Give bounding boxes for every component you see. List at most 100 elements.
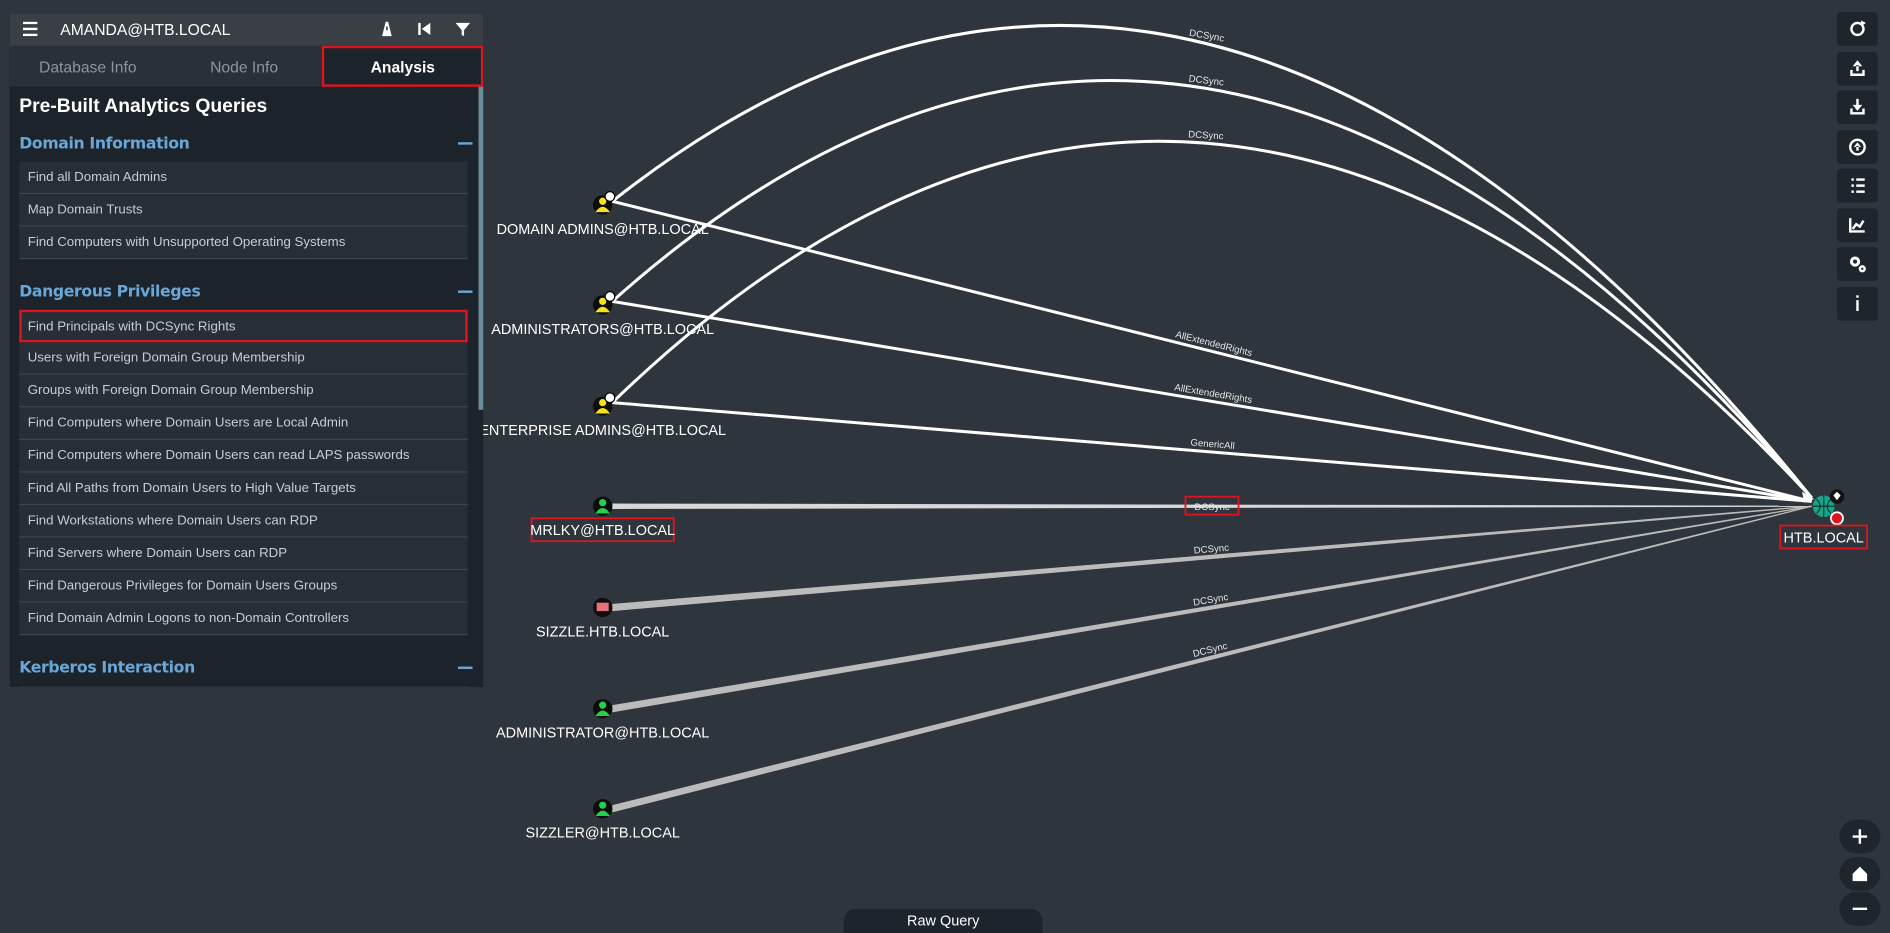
badge xyxy=(604,191,616,202)
tool-button[interactable] xyxy=(1836,168,1878,203)
edge-label: DCSync xyxy=(1194,502,1229,513)
panel-title: Pre-Built Analytics Queries xyxy=(19,96,268,117)
diamond-icon xyxy=(1833,491,1841,501)
query-item[interactable]: Find All Paths from Domain Users to High… xyxy=(19,472,468,506)
edge xyxy=(612,505,1812,813)
tab[interactable]: Node Info xyxy=(210,57,279,76)
edge-label-group: DCSync xyxy=(1188,28,1225,45)
edge xyxy=(612,505,1812,713)
node-label: MRLKY@HTB.LOCAL xyxy=(530,523,675,539)
node-icon xyxy=(599,801,607,809)
tool-icon xyxy=(1850,59,1865,76)
node-label: SIZZLE.HTB.LOCAL xyxy=(536,624,669,640)
highlight-box xyxy=(1184,495,1240,516)
tool-button[interactable] xyxy=(1836,90,1878,125)
node-label: ADMINISTRATOR@HTB.LOCAL xyxy=(496,726,709,742)
edge-label-group: DCSync xyxy=(1188,74,1225,89)
query-item[interactable]: Find Workstations where Domain Users can… xyxy=(19,505,468,538)
tool-icon xyxy=(1856,294,1859,311)
analysis-panel: Pre-Built Analytics Queries Domain Inform… xyxy=(10,87,478,688)
badge xyxy=(604,392,616,404)
tool-button[interactable] xyxy=(1836,12,1878,46)
tool-button[interactable] xyxy=(1836,129,1878,164)
query-item[interactable]: Find Kerberoastable Members of High Valu… xyxy=(19,685,468,688)
query-item[interactable]: Find Computers where Domain Users can re… xyxy=(19,439,468,473)
tool-icon xyxy=(1852,866,1868,882)
node-icon xyxy=(599,297,607,305)
header-icons[interactable] xyxy=(377,20,473,37)
query-item[interactable]: Find all Domain Admins xyxy=(19,161,468,195)
node-icon xyxy=(599,197,607,205)
node-icon xyxy=(595,306,610,313)
tool-button[interactable] xyxy=(1839,891,1881,926)
edge xyxy=(611,23,1813,499)
tool-icon xyxy=(1850,98,1865,115)
edge-label: DCSync xyxy=(1188,28,1225,45)
query-item[interactable]: Find Computers where Domain Users are Lo… xyxy=(19,407,468,440)
tool-icon xyxy=(1849,217,1865,233)
badge xyxy=(604,291,616,302)
tool-button[interactable] xyxy=(1839,857,1881,891)
tab[interactable]: Analysis xyxy=(322,45,484,87)
section-header[interactable]: Kerberos Interaction xyxy=(19,650,477,686)
query-item[interactable]: Users with Foreign Domain Group Membersh… xyxy=(19,342,468,375)
spacer xyxy=(10,635,478,649)
edge xyxy=(612,505,1812,612)
node-icon xyxy=(599,398,607,407)
target-icon xyxy=(1830,511,1844,526)
query-item[interactable]: Map Domain Trusts xyxy=(19,194,468,227)
tool-button[interactable] xyxy=(1836,286,1878,321)
query-item[interactable]: Find Dangerous Privileges for Domain Use… xyxy=(19,570,468,603)
arrow xyxy=(1802,491,1815,503)
collapse-icon[interactable] xyxy=(458,142,473,145)
edge xyxy=(611,199,1813,503)
tool-icon xyxy=(1851,178,1865,193)
tool-icon xyxy=(1849,256,1866,273)
tab[interactable]: Database Info xyxy=(39,57,137,76)
tab-bar: Database Info Node Info Analysis xyxy=(9,45,484,87)
computer-icon xyxy=(596,602,609,612)
spacer xyxy=(10,259,478,273)
sidebar: AMANDA@HTB.LOCAL Database Info Node Info A… xyxy=(9,13,484,688)
tool-button[interactable] xyxy=(1836,51,1878,85)
node-icon xyxy=(599,701,607,709)
node-icon xyxy=(595,508,610,514)
section-header[interactable]: Dangerous Privileges xyxy=(19,274,477,310)
user-label: AMANDA@HTB.LOCAL xyxy=(60,20,231,39)
edge-label: DCSync xyxy=(1188,74,1225,89)
edge-label-group: DCSync xyxy=(1193,543,1229,557)
collapse-icon[interactable] xyxy=(458,666,473,669)
node-icon xyxy=(595,206,610,213)
edge-label: GenericAll xyxy=(1190,437,1235,452)
node-label: HTB.LOCAL xyxy=(1784,530,1864,546)
edge xyxy=(612,503,1812,509)
tool-button[interactable] xyxy=(1836,247,1878,281)
tool-button[interactable] xyxy=(1839,819,1881,854)
edge-label: DCSync xyxy=(1193,543,1229,557)
node-label: ADMINISTRATORS@HTB.LOCAL xyxy=(491,322,714,338)
tool-icon xyxy=(1852,907,1868,911)
edge-label: DCSync xyxy=(1188,129,1224,142)
raw-query-button[interactable]: Raw Query xyxy=(843,908,1043,933)
highlight-box xyxy=(530,517,675,543)
edge-label-group: DCSync xyxy=(1184,495,1240,516)
section-header[interactable]: Domain Information xyxy=(19,125,477,161)
search-header: AMANDA@HTB.LOCAL xyxy=(9,13,484,46)
edge-label-group: GenericAll xyxy=(1190,437,1235,452)
query-item[interactable]: Find Principals with DCSync Rights xyxy=(19,309,468,343)
query-item[interactable]: Find Domain Admin Logons to non-Domain C… xyxy=(19,602,468,636)
menu-icon[interactable] xyxy=(22,21,40,37)
tool-icon xyxy=(1850,20,1866,37)
highlight-box xyxy=(1779,524,1869,550)
node-icon xyxy=(595,408,610,414)
tool-button[interactable] xyxy=(1836,207,1878,242)
scrollbar[interactable] xyxy=(478,86,484,410)
collapse-icon[interactable] xyxy=(458,290,473,293)
query-item[interactable]: Find Computers with Unsupported Operatin… xyxy=(19,226,468,260)
query-item[interactable]: Find Servers where Domain Users can RDP xyxy=(19,537,468,571)
query-item[interactable]: Groups with Foreign Domain Group Members… xyxy=(19,374,468,408)
node-icon xyxy=(595,710,610,716)
